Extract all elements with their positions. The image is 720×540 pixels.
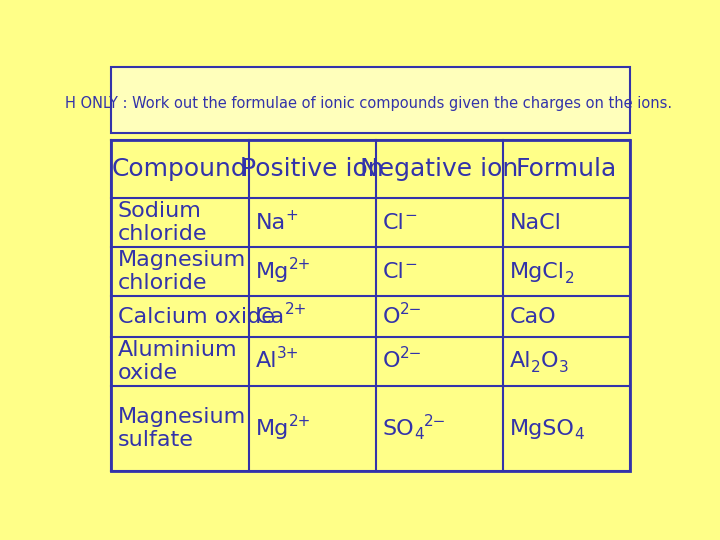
Text: 4: 4 (575, 427, 584, 442)
Text: Aluminium
oxide: Aluminium oxide (118, 340, 238, 383)
Text: +: + (286, 208, 298, 223)
Text: MgSO: MgSO (510, 418, 575, 438)
Text: O: O (382, 307, 400, 327)
Text: −: − (405, 257, 417, 272)
Text: 3: 3 (558, 360, 568, 375)
Text: Positive ion: Positive ion (241, 158, 384, 181)
Text: Sodium
chloride: Sodium chloride (118, 201, 207, 245)
Text: 2−: 2− (400, 301, 423, 316)
Text: O: O (541, 351, 558, 371)
Text: 2+: 2+ (289, 257, 311, 272)
Text: 2+: 2+ (289, 414, 311, 429)
Text: Al: Al (510, 351, 531, 371)
Text: Cl: Cl (382, 213, 405, 233)
Text: Magnesium
sulfate: Magnesium sulfate (118, 407, 246, 450)
Text: 2−: 2− (424, 414, 446, 429)
Text: Al: Al (256, 351, 277, 371)
FancyBboxPatch shape (111, 140, 630, 471)
Text: Magnesium
chloride: Magnesium chloride (118, 250, 246, 293)
Text: 2−: 2− (400, 346, 423, 361)
Text: Mg: Mg (256, 262, 289, 282)
Text: Na: Na (256, 213, 286, 233)
Text: Compound: Compound (112, 158, 248, 181)
Text: SO: SO (382, 418, 414, 438)
Text: 4: 4 (414, 427, 424, 442)
Text: Ca: Ca (256, 307, 284, 327)
Text: Mg: Mg (256, 418, 289, 438)
Text: H ONLY : Work out the formulae of ionic compounds given the charges on the ions.: H ONLY : Work out the formulae of ionic … (66, 96, 672, 111)
Text: CaO: CaO (510, 307, 557, 327)
Text: Calcium oxide: Calcium oxide (118, 307, 275, 327)
Text: O: O (382, 351, 400, 371)
Text: 3+: 3+ (277, 346, 300, 361)
Text: Formula: Formula (516, 158, 617, 181)
Text: 2: 2 (531, 360, 541, 375)
Text: −: − (405, 208, 417, 223)
FancyBboxPatch shape (111, 67, 630, 133)
Text: 2: 2 (564, 271, 575, 286)
Text: Cl: Cl (382, 262, 405, 282)
Text: 2+: 2+ (284, 301, 307, 316)
Text: NaCl: NaCl (510, 213, 562, 233)
Text: Negative ion: Negative ion (360, 158, 518, 181)
Text: MgCl: MgCl (510, 262, 564, 282)
